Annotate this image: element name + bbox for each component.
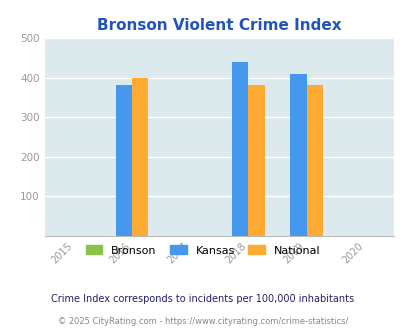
Bar bbox=[115, 85, 132, 236]
Bar bbox=[248, 85, 264, 236]
Text: Crime Index corresponds to incidents per 100,000 inhabitants: Crime Index corresponds to incidents per… bbox=[51, 294, 354, 304]
Text: © 2025 CityRating.com - https://www.cityrating.com/crime-statistics/: © 2025 CityRating.com - https://www.city… bbox=[58, 317, 347, 326]
Bar bbox=[132, 78, 148, 236]
Legend: Bronson, Kansas, National: Bronson, Kansas, National bbox=[81, 241, 324, 260]
Bar bbox=[290, 74, 306, 236]
Bar bbox=[306, 85, 322, 236]
Title: Bronson Violent Crime Index: Bronson Violent Crime Index bbox=[97, 17, 341, 33]
Bar bbox=[232, 62, 248, 236]
